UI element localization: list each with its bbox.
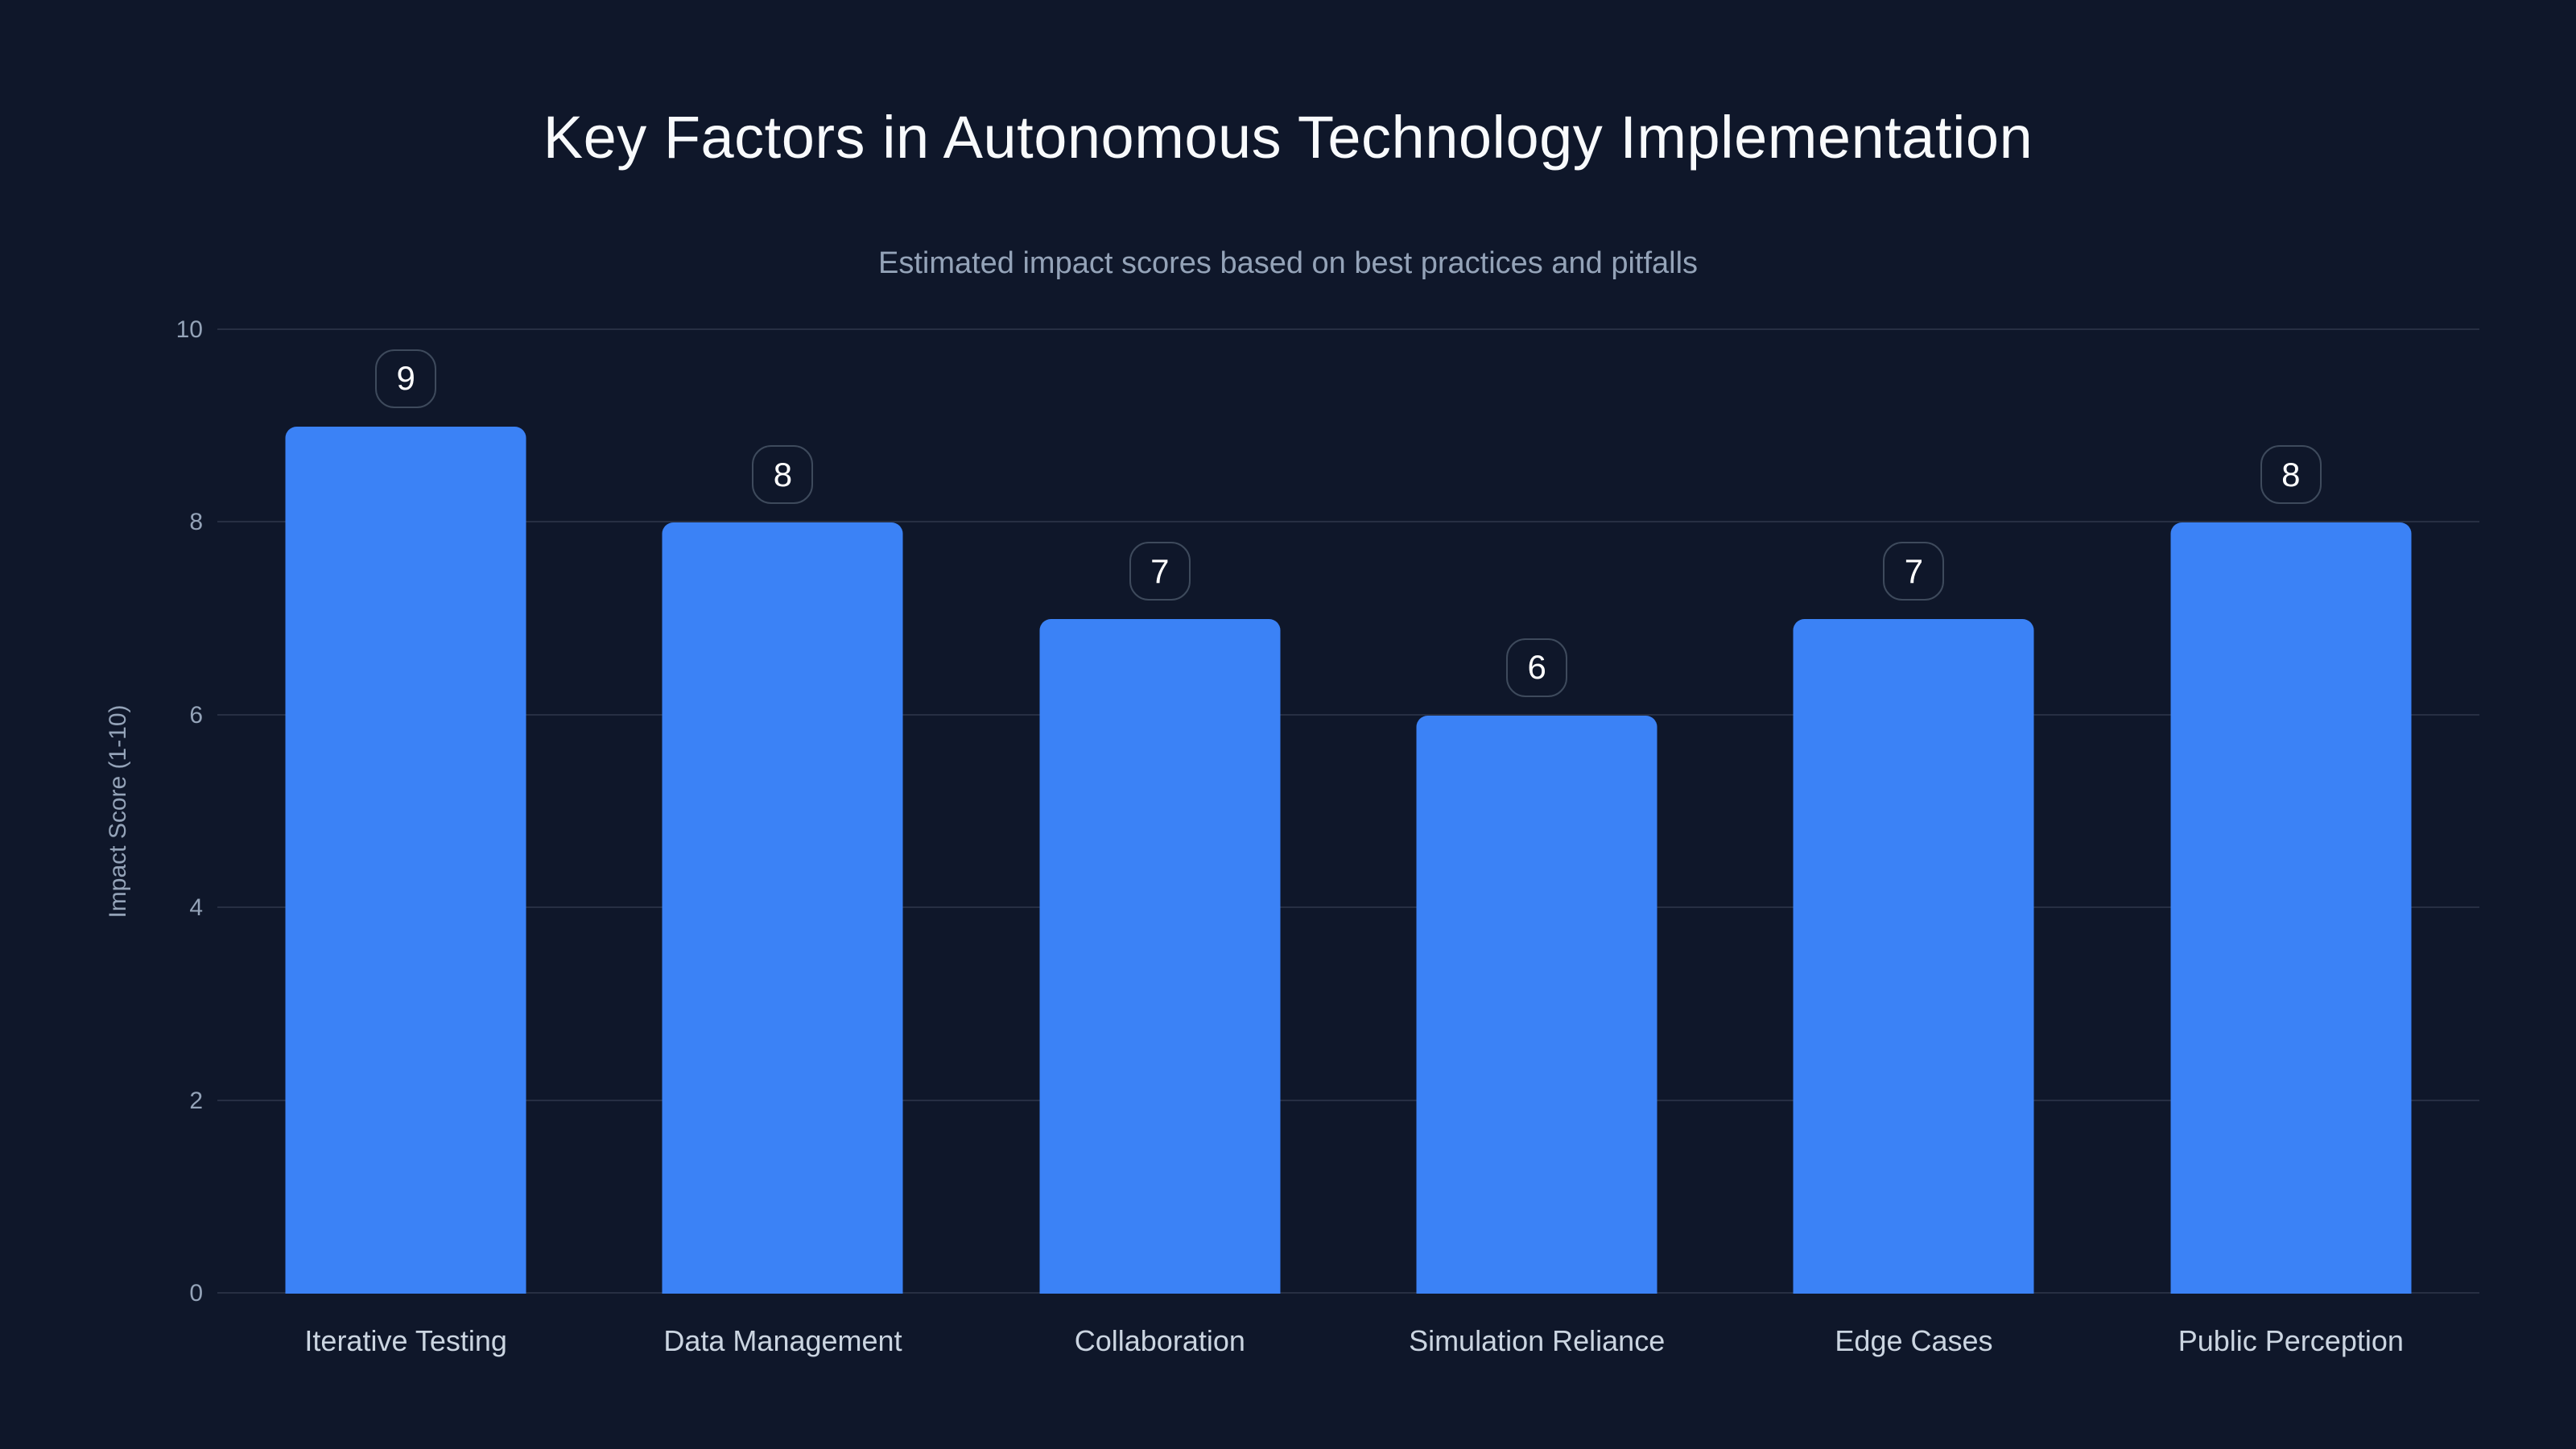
bar-iterative-testing[interactable] [285, 426, 526, 1294]
x-axis-label: Edge Cases [1835, 1324, 1993, 1357]
y-tick-label: 10 [175, 316, 203, 343]
y-tick-label: 0 [189, 1280, 203, 1307]
chart-subtitle: Estimated impact scores based on best pr… [877, 246, 1699, 280]
y-axis-title: Impact Score (1-10) [105, 704, 131, 919]
bar-group: 6 [1348, 330, 1725, 1294]
gridline [217, 1292, 2479, 1294]
x-axis-label: Public Perception [2178, 1324, 2404, 1357]
gridline [217, 713, 2479, 716]
gridline [217, 521, 2479, 523]
value-badge: 8 [2260, 445, 2322, 505]
value-badge: 7 [1883, 542, 1945, 601]
bar-group: 7 [972, 330, 1348, 1294]
y-axis-ticks: 0 2 4 6 8 10 [0, 318, 203, 1306]
y-tick-label: 4 [189, 894, 203, 922]
bars-row: 9 8 7 6 7 8 [217, 330, 2479, 1294]
x-axis-label: Collaboration [1074, 1324, 1245, 1357]
bar-public-perception[interactable] [2170, 522, 2412, 1294]
bar-group: 9 [217, 330, 594, 1294]
bar-group: 7 [1725, 330, 2102, 1294]
value-badge: 8 [752, 445, 814, 505]
bar-simulation-reliance[interactable] [1416, 715, 1657, 1294]
x-axis-labels: Iterative Testing Data Management Collabor… [217, 1318, 2479, 1358]
y-tick-label: 6 [189, 701, 203, 729]
value-badge: 9 [375, 349, 437, 408]
chart-title: Key Factors in Autonomous Technology Imp… [543, 104, 2033, 171]
gridline [217, 1099, 2479, 1101]
gridline [217, 906, 2479, 909]
bar-data-management[interactable] [662, 522, 903, 1294]
value-badge: 6 [1506, 638, 1568, 697]
bar-collaboration[interactable] [1039, 619, 1281, 1294]
x-axis-label: Iterative Testing [304, 1324, 507, 1357]
bar-group: 8 [2103, 330, 2479, 1294]
bar-edge-cases[interactable] [1793, 619, 2034, 1294]
value-label: 9 [396, 359, 415, 398]
x-axis-label: Simulation Reliance [1409, 1324, 1666, 1357]
value-label: 7 [1904, 551, 1924, 590]
value-label: 8 [2281, 455, 2301, 493]
y-tick-label: 2 [189, 1087, 203, 1114]
value-label: 8 [773, 455, 793, 493]
y-tick-label: 8 [189, 509, 203, 536]
bar-group: 8 [594, 330, 971, 1294]
gridline [217, 328, 2479, 330]
bar-chart-plot-area: 9 8 7 6 7 8 [217, 328, 2479, 1294]
value-badge: 7 [1129, 542, 1191, 601]
value-label: 6 [1527, 648, 1546, 687]
x-axis-label: Data Management [663, 1324, 902, 1357]
value-label: 7 [1150, 551, 1170, 590]
